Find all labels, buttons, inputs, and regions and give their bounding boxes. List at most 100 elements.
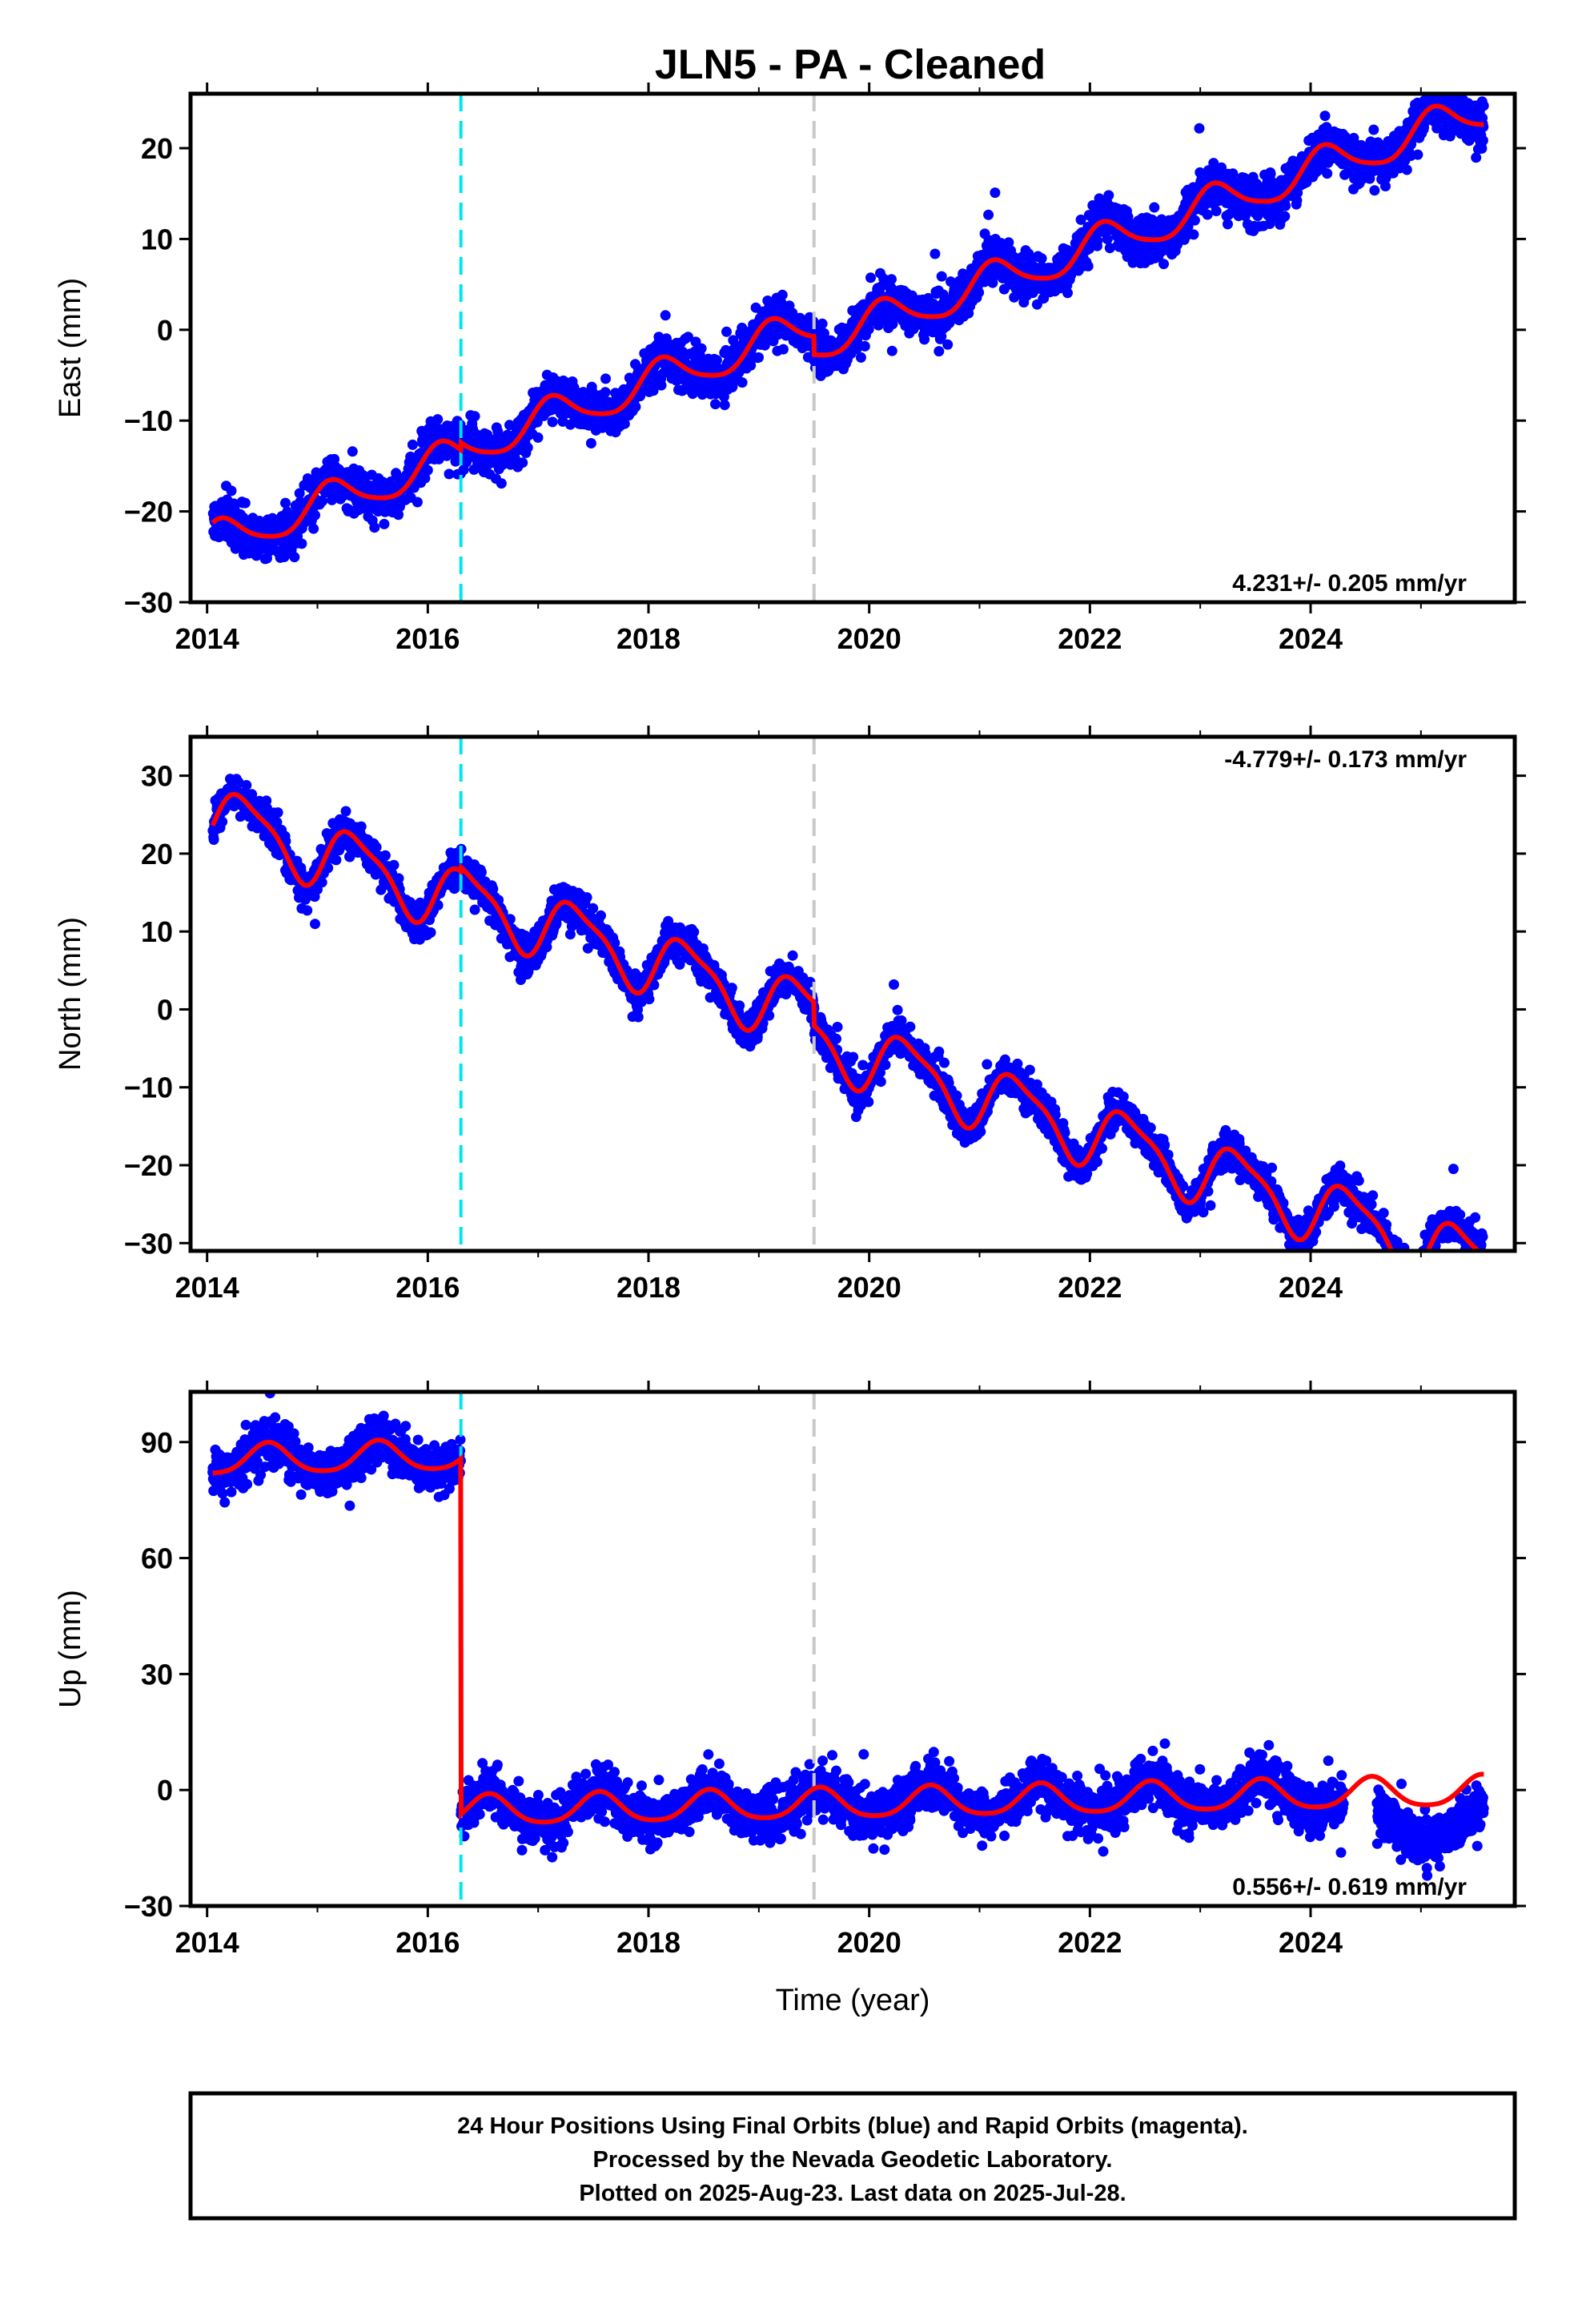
east-point: [919, 334, 930, 345]
east-point: [865, 272, 876, 283]
east-point: [317, 496, 328, 507]
y-tick-label: −30: [124, 586, 173, 619]
east-point: [936, 271, 947, 282]
east-point: [710, 399, 721, 410]
east-point: [496, 478, 507, 489]
east-point: [547, 416, 558, 428]
east-point: [777, 289, 788, 300]
east-point: [878, 273, 889, 284]
east-point: [296, 538, 307, 549]
east-point: [509, 452, 520, 464]
x-tick-label: 2014: [175, 622, 239, 655]
east-point: [1103, 190, 1114, 201]
east-point: [497, 459, 508, 470]
east-point: [1149, 202, 1160, 213]
east-point: [1003, 237, 1014, 248]
east-point: [432, 414, 444, 425]
east-point: [308, 523, 319, 534]
y-tick-label: −10: [124, 404, 173, 437]
east-point: [1423, 78, 1434, 88]
east-point: [696, 343, 707, 354]
east-point: [532, 432, 544, 443]
east-point: [1122, 211, 1134, 223]
north-point: [355, 821, 367, 832]
east-point: [1189, 215, 1200, 226]
x-tick-label: 2024: [1279, 622, 1343, 655]
east-point: [1478, 100, 1489, 111]
east-point: [983, 209, 994, 220]
east-point: [660, 310, 671, 321]
east-point: [855, 352, 866, 363]
east-point: [1104, 243, 1115, 254]
y-tick-label: 20: [141, 132, 173, 165]
east-point: [859, 340, 870, 352]
north-point: [208, 834, 219, 845]
east-point: [492, 426, 504, 437]
east-point: [753, 352, 764, 363]
east-point: [886, 274, 897, 285]
north-point: [217, 816, 228, 827]
east-point: [745, 360, 757, 371]
east-point: [585, 438, 596, 448]
east-point: [522, 442, 533, 453]
east-point: [1202, 209, 1213, 220]
east-point: [721, 326, 732, 337]
east-point: [1439, 73, 1450, 83]
east-point: [1279, 211, 1291, 222]
east-point: [1319, 111, 1331, 122]
north-point: [316, 877, 327, 888]
east-point: [444, 468, 455, 480]
east-point: [1280, 200, 1291, 211]
east-point: [1477, 135, 1488, 146]
east-point: [711, 355, 722, 366]
east-point: [294, 488, 305, 499]
east-point: [875, 281, 886, 292]
east-point: [1322, 168, 1333, 179]
east-point: [289, 552, 300, 563]
east-point: [1401, 164, 1412, 175]
east-point: [974, 287, 985, 298]
east-point: [936, 331, 947, 342]
east-point: [1211, 206, 1222, 216]
east-point: [407, 439, 418, 450]
east-panel: 2014 2016 2018 2020 2022 2024−30−20−1001020Ea…: [54, 73, 1526, 655]
east-point: [630, 401, 641, 412]
east-point: [719, 400, 730, 411]
east-point: [1062, 287, 1073, 299]
east-point: [420, 472, 431, 484]
east-point: [1223, 219, 1233, 230]
east-point: [1188, 229, 1199, 240]
y-tick-label: 10: [141, 223, 173, 255]
east-point: [1432, 75, 1443, 86]
east-point: [886, 345, 897, 356]
y-tick-label: 0: [157, 314, 173, 347]
east-point: [656, 380, 667, 391]
east-point: [818, 328, 829, 339]
east-point: [817, 318, 828, 329]
north-point: [310, 919, 320, 930]
east-point: [379, 518, 390, 529]
east-point: [347, 446, 358, 457]
east-ylabel: East (mm): [54, 278, 87, 418]
north-point: [469, 904, 480, 915]
east-point: [532, 416, 543, 428]
chart-title: JLN5 - PA - Cleaned: [655, 42, 1046, 88]
east-point: [600, 387, 611, 398]
east-point: [1092, 235, 1103, 247]
north-point: [302, 905, 313, 916]
east-point: [310, 509, 320, 521]
east-point: [728, 335, 739, 346]
north-point: [340, 806, 351, 817]
east-point: [600, 373, 611, 384]
east-point: [369, 522, 380, 533]
x-tick-label: 2018: [616, 622, 681, 655]
east-point: [1102, 234, 1113, 245]
east-point: [930, 248, 941, 259]
east-point: [619, 418, 630, 429]
east-point: [1194, 123, 1205, 134]
east-point: [412, 497, 423, 508]
east-point: [280, 497, 291, 509]
east-point: [873, 320, 884, 331]
east-point: [1369, 185, 1380, 196]
